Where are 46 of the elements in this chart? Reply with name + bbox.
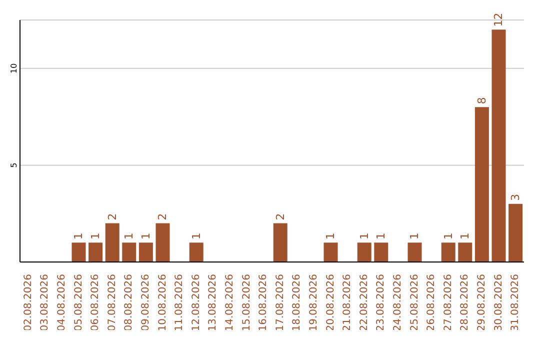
data-label: 1 bbox=[122, 232, 136, 240]
data-label: 8 bbox=[475, 97, 488, 104]
x-tick-label: 15.08.2026 bbox=[241, 274, 252, 332]
data-label: 2 bbox=[274, 213, 287, 220]
data-label: 1 bbox=[89, 232, 102, 240]
bar bbox=[156, 223, 170, 262]
bar bbox=[72, 242, 86, 262]
x-tick-label: 13.08.2026 bbox=[208, 274, 219, 332]
bar bbox=[508, 204, 523, 262]
data-label: 1 bbox=[72, 232, 86, 240]
bar bbox=[105, 223, 120, 262]
bar bbox=[374, 242, 388, 262]
x-tick-label: 17.08.2026 bbox=[274, 274, 286, 332]
data-label: 2 bbox=[106, 213, 119, 220]
data-label: 1 bbox=[374, 232, 388, 240]
bar bbox=[458, 242, 472, 262]
data-label: 1 bbox=[190, 232, 203, 240]
bar bbox=[88, 242, 103, 262]
y-tick-label: 5 bbox=[10, 162, 18, 168]
x-tick-label: 16.08.2026 bbox=[258, 274, 270, 332]
x-tick-label: 19.08.2026 bbox=[308, 274, 320, 332]
bar bbox=[357, 242, 372, 262]
data-label: 1 bbox=[408, 232, 422, 240]
data-label: 1 bbox=[139, 232, 152, 240]
data-label: 1 bbox=[324, 232, 338, 240]
x-tick-label: 10.08.2026 bbox=[157, 274, 168, 332]
bar bbox=[408, 242, 422, 262]
bar bbox=[492, 30, 506, 262]
bar bbox=[138, 242, 153, 262]
bar bbox=[122, 242, 136, 262]
data-label: 3 bbox=[509, 194, 522, 201]
bar bbox=[324, 242, 338, 262]
data-label: 1 bbox=[458, 232, 472, 240]
y-tick-label: 10 bbox=[10, 63, 18, 74]
data-label: 1 bbox=[358, 232, 371, 240]
x-tick-label: 18.08.2026 bbox=[292, 274, 303, 332]
x-tick-label: 11.08.2026 bbox=[174, 274, 186, 332]
x-tick-label: 14.08.2026 bbox=[224, 274, 236, 332]
x-tick-label: 12.08.2026 bbox=[190, 274, 202, 332]
bar bbox=[474, 107, 489, 262]
bar bbox=[273, 223, 288, 262]
data-label: 1 bbox=[442, 232, 455, 240]
data-label: 12 bbox=[492, 12, 506, 27]
bar bbox=[189, 242, 204, 262]
bar bbox=[441, 242, 456, 262]
data-label: 2 bbox=[156, 213, 170, 220]
